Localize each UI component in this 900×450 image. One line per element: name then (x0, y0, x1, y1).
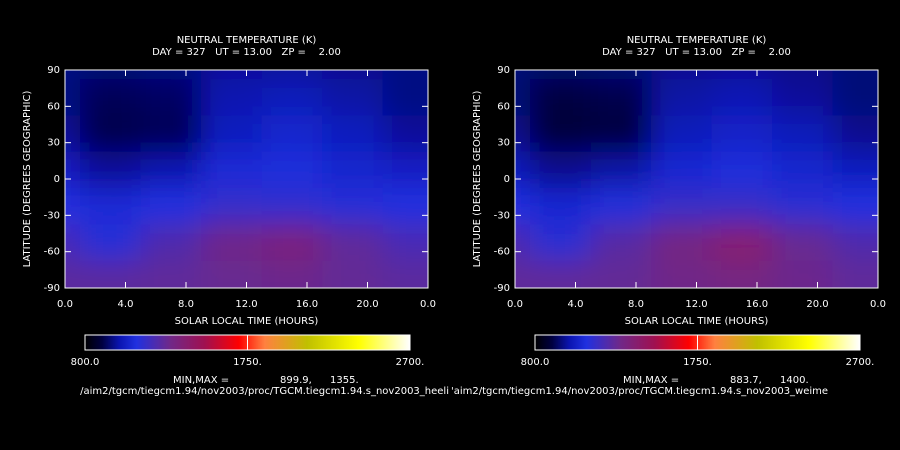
x-tick-label: 8.0 (178, 299, 194, 310)
heatmap (515, 70, 878, 288)
chart-title: NEUTRAL TEMPERATURE (K) (627, 35, 767, 46)
y-tick-label: 60 (497, 101, 510, 112)
heatmap-cell (382, 260, 428, 288)
min-value: 883.7, (730, 375, 762, 386)
x-tick-label: 0.0 (507, 299, 523, 310)
y-tick-label: 0 (54, 174, 60, 185)
y-tick-label: -60 (494, 247, 510, 258)
x-tick-label: 20.0 (806, 299, 828, 310)
colorbar-tick-label: 2700. (396, 357, 425, 368)
max-value: 1400. (780, 375, 809, 386)
y-tick-label: 90 (497, 65, 510, 76)
x-tick-label: 16.0 (296, 299, 318, 310)
x-tick-label: 8.0 (628, 299, 644, 310)
y-tick-label: -90 (44, 283, 60, 294)
colorbar-tick-label: 800.0 (71, 357, 100, 368)
file-path: 'aim2/tgcm/tiegcm1.94/nov2003/proc/TGCM.… (451, 386, 828, 397)
x-axis-label: SOLAR LOCAL TIME (HOURS) (175, 316, 319, 327)
colorbar-tick-label: 1750. (683, 357, 712, 368)
max-value: 1355. (330, 375, 359, 386)
heatmap-field (515, 70, 878, 288)
y-tick-label: 0 (504, 174, 510, 185)
x-tick-label: 4.0 (568, 299, 584, 310)
x-tick-label: 12.0 (685, 299, 707, 310)
x-tick-label: 12.0 (235, 299, 257, 310)
colorbar-tick-label: 800.0 (521, 357, 550, 368)
chart-subtitle: DAY = 327 UT = 13.00 ZP = 2.00 (602, 47, 791, 58)
file-path: /aim2/tgcm/tiegcm1.94/nov2003/proc/TGCM.… (80, 386, 449, 397)
x-tick-label: 20.0 (356, 299, 378, 310)
x-tick-label: 16.0 (746, 299, 768, 310)
heatmap (65, 70, 428, 288)
chart-title: NEUTRAL TEMPERATURE (K) (177, 35, 317, 46)
y-tick-label: 30 (497, 138, 510, 149)
chart-subtitle: DAY = 327 UT = 13.00 ZP = 2.00 (152, 47, 341, 58)
y-axis-label: LATITUDE (DEGREES GEOGRAPHIC) (472, 91, 483, 268)
x-tick-label: 4.0 (118, 299, 134, 310)
x-axis-label: SOLAR LOCAL TIME (HOURS) (625, 316, 769, 327)
colorbar-tick-label: 2700. (846, 357, 875, 368)
y-tick-label: 60 (47, 101, 60, 112)
y-tick-label: 90 (47, 65, 60, 76)
y-tick-label: -30 (494, 210, 510, 221)
colorbar-tick-label: 1750. (233, 357, 262, 368)
y-tick-label: -30 (44, 210, 60, 221)
minmax-label: MIN,MAX = (173, 375, 229, 386)
min-value: 899.9, (280, 375, 312, 386)
x-tick-label: 0.0 (870, 299, 886, 310)
y-tick-label: -60 (44, 247, 60, 258)
heatmap-cell (832, 260, 878, 288)
y-tick-label: 30 (47, 138, 60, 149)
heatmap-field (65, 70, 428, 288)
y-axis-label: LATITUDE (DEGREES GEOGRAPHIC) (22, 91, 33, 268)
x-tick-label: 0.0 (57, 299, 73, 310)
minmax-label: MIN,MAX = (623, 375, 679, 386)
x-tick-label: 0.0 (420, 299, 436, 310)
y-tick-label: -90 (494, 283, 510, 294)
